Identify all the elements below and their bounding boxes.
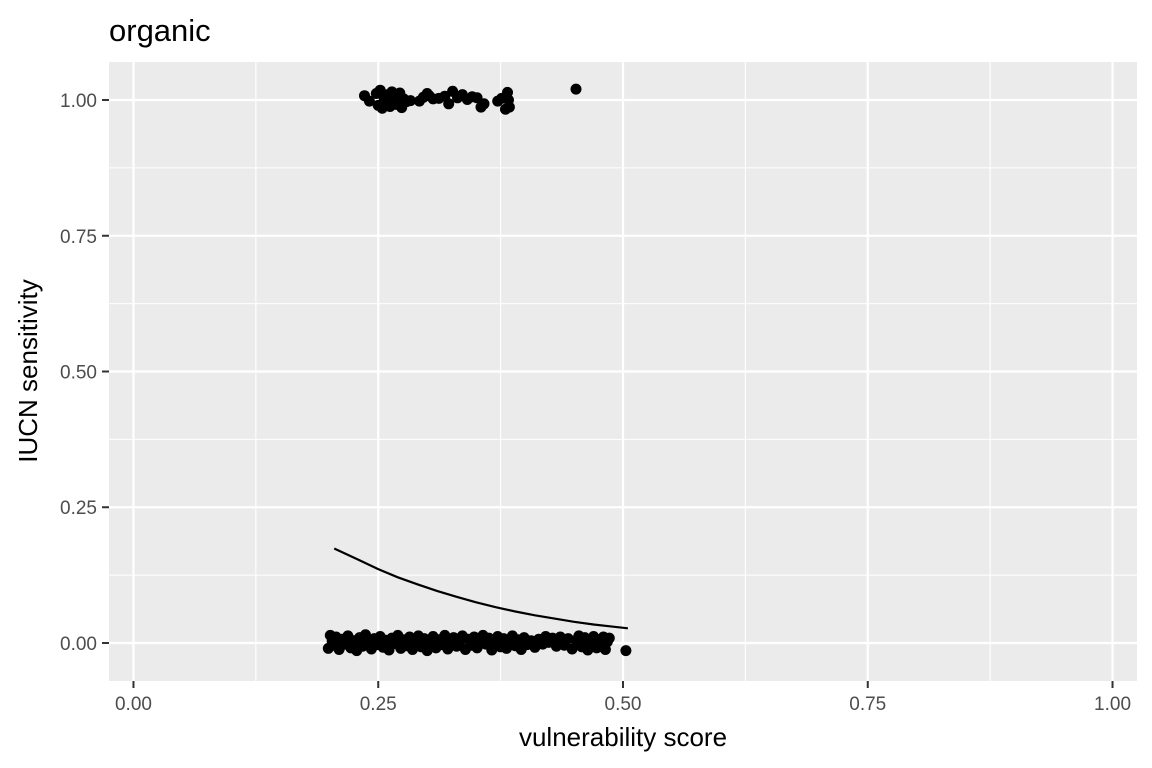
data-point	[620, 645, 632, 657]
y-tick-label: 0.75	[60, 227, 97, 248]
chart-title: organic	[109, 13, 211, 48]
x-tick-label: 0.50	[605, 694, 642, 715]
data-point	[570, 83, 582, 95]
fit-curve-layer	[333, 547, 629, 630]
x-tick-label: 0.75	[849, 694, 886, 715]
x-tick-label: 1.00	[1094, 694, 1131, 715]
y-tick-label: 0.50	[60, 363, 97, 384]
data-point	[566, 643, 578, 655]
fit-curve	[333, 547, 629, 630]
y-tick-label: 0.25	[60, 498, 97, 519]
data-points	[322, 83, 632, 657]
x-axis: 0.00 0.25 0.50 0.75 1.00	[115, 681, 1131, 715]
y-axis-title: IUCN sensitivity	[13, 279, 43, 462]
data-point	[582, 644, 594, 656]
x-axis-title: vulnerability score	[519, 722, 727, 752]
y-tick-label: 1.00	[60, 91, 97, 112]
data-point	[421, 645, 433, 657]
data-point	[363, 95, 375, 107]
x-tick-label: 0.00	[115, 694, 152, 715]
grid-major	[109, 62, 1137, 681]
y-tick-label: 0.00	[60, 634, 97, 655]
data-point	[478, 98, 490, 110]
data-point	[405, 95, 416, 107]
x-tick-label: 0.25	[360, 694, 397, 715]
data-point	[443, 98, 455, 110]
data-point	[503, 101, 515, 113]
data-point	[603, 632, 615, 644]
data-point	[486, 644, 498, 656]
y-axis: 0.00 0.25 0.50 0.75 1.00	[60, 91, 109, 655]
